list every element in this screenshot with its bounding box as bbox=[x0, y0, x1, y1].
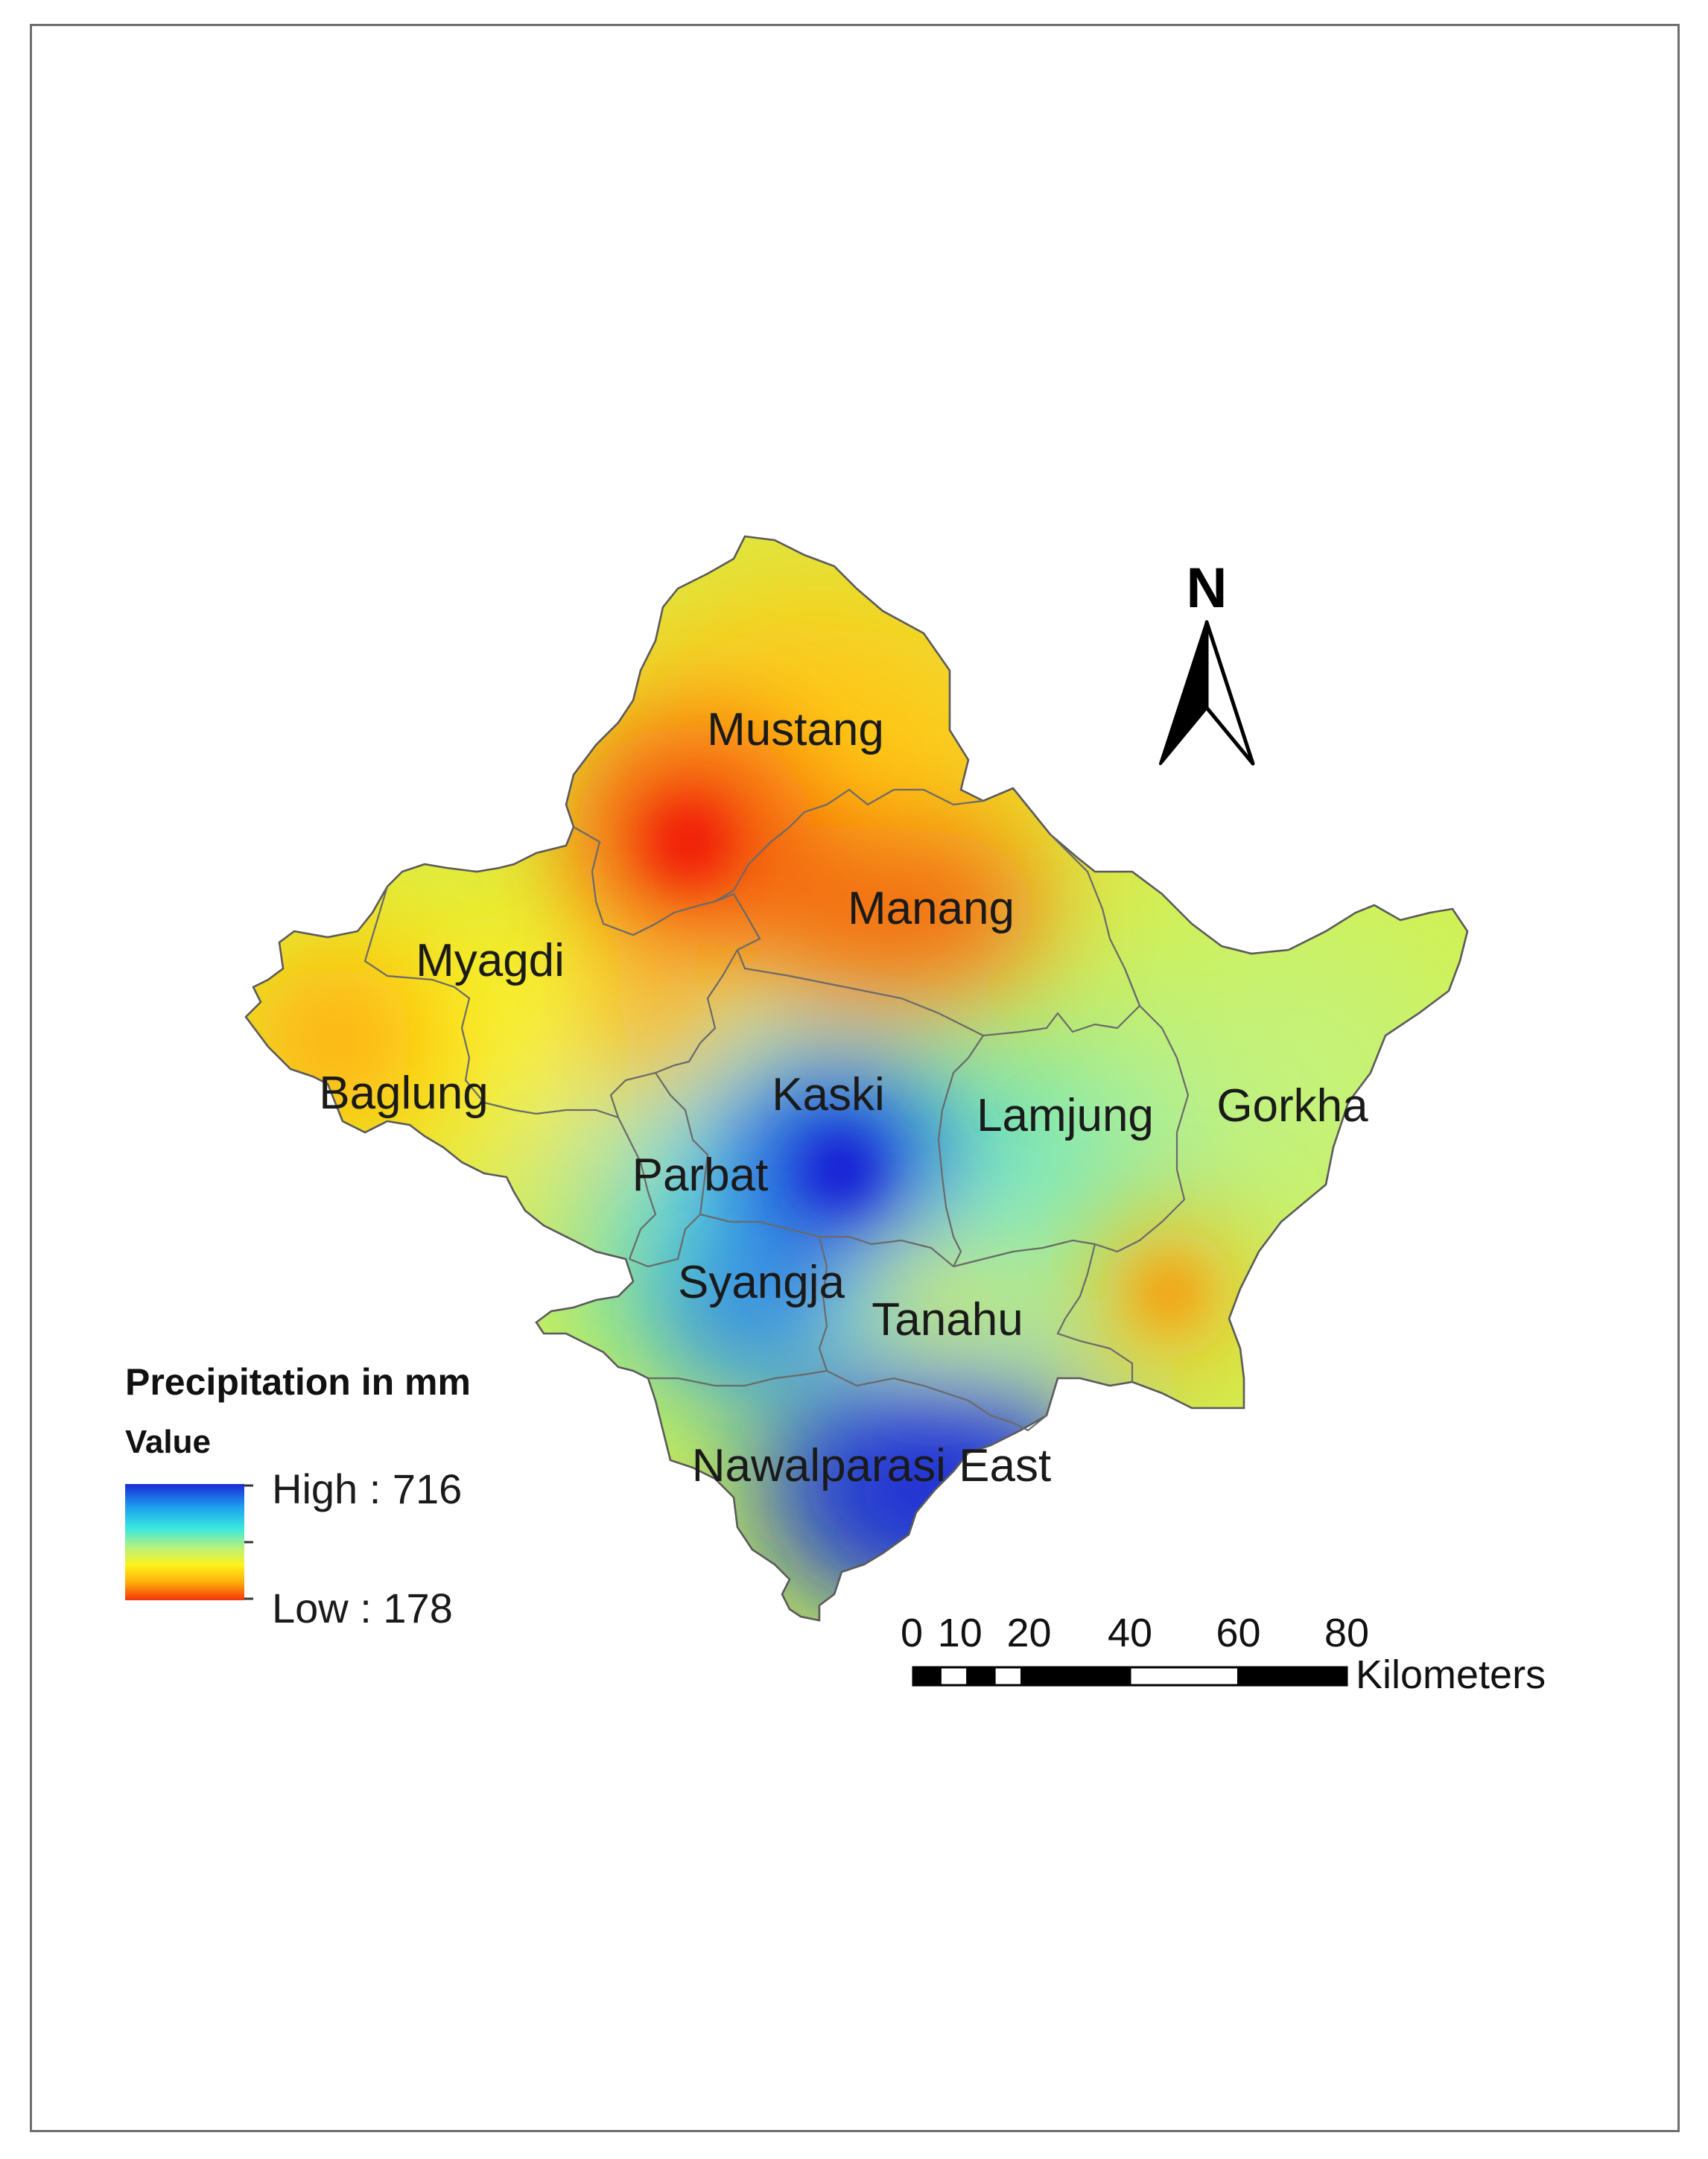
legend-title: Precipitation in mm bbox=[125, 1361, 471, 1403]
scale-bar-segment bbox=[1020, 1666, 1131, 1687]
legend-high-label: High : 716 bbox=[272, 1465, 462, 1512]
district-label-nawalparasi-east: Nawalparasi East bbox=[692, 1440, 1051, 1491]
scale-tick-label: 80 bbox=[1324, 1611, 1369, 1655]
scale-bar-segment bbox=[1128, 1666, 1239, 1687]
scale-bar: 0 10 20 40 60 80 Kilometers bbox=[901, 1611, 1546, 1697]
district-label-lamjung: Lamjung bbox=[977, 1090, 1154, 1141]
district-boundaries bbox=[244, 535, 1469, 1622]
scale-bar-segment bbox=[939, 1666, 969, 1687]
district-label-kaski: Kaski bbox=[772, 1069, 885, 1120]
legend-color-ramp bbox=[125, 1484, 244, 1600]
scale-bar-segment bbox=[1237, 1666, 1348, 1687]
district-labels: Mustang Manang Myagdi Baglung Kaski Lamjung Go… bbox=[319, 704, 1368, 1491]
scale-unit-label: Kilometers bbox=[1356, 1652, 1546, 1697]
scale-tick-label: 0 bbox=[901, 1611, 923, 1655]
scale-tick-labels: 0 10 20 40 60 80 bbox=[901, 1611, 1369, 1655]
north-arrow: N bbox=[1159, 557, 1255, 766]
legend-low-label: Low : 178 bbox=[272, 1585, 453, 1632]
district-label-syangja: Syangja bbox=[678, 1257, 845, 1308]
scale-bar-segment bbox=[912, 1666, 942, 1687]
district-label-manang: Manang bbox=[848, 883, 1015, 934]
scale-tick-label: 40 bbox=[1108, 1611, 1152, 1655]
scale-tick-label: 10 bbox=[938, 1611, 982, 1655]
legend-subtitle: Value bbox=[125, 1424, 211, 1460]
scale-tick-label: 60 bbox=[1216, 1611, 1260, 1655]
legend: Precipitation in mm Value High : 716 Low… bbox=[125, 1361, 471, 1632]
district-label-mustang: Mustang bbox=[707, 704, 884, 755]
north-arrow-icon bbox=[1159, 620, 1255, 766]
district-label-gorkha: Gorkha bbox=[1216, 1080, 1368, 1132]
district-label-tanahu: Tanahu bbox=[872, 1294, 1023, 1345]
north-label: N bbox=[1187, 557, 1228, 620]
district-label-parbat: Parbat bbox=[632, 1150, 769, 1201]
district-label-baglung: Baglung bbox=[319, 1068, 489, 1119]
scale-bar-segments bbox=[912, 1666, 1348, 1687]
scale-tick-label: 20 bbox=[1006, 1611, 1051, 1655]
scale-bar-segment bbox=[966, 1666, 996, 1687]
scale-bar-segment bbox=[993, 1666, 1023, 1687]
district-label-myagdi: Myagdi bbox=[416, 935, 565, 986]
